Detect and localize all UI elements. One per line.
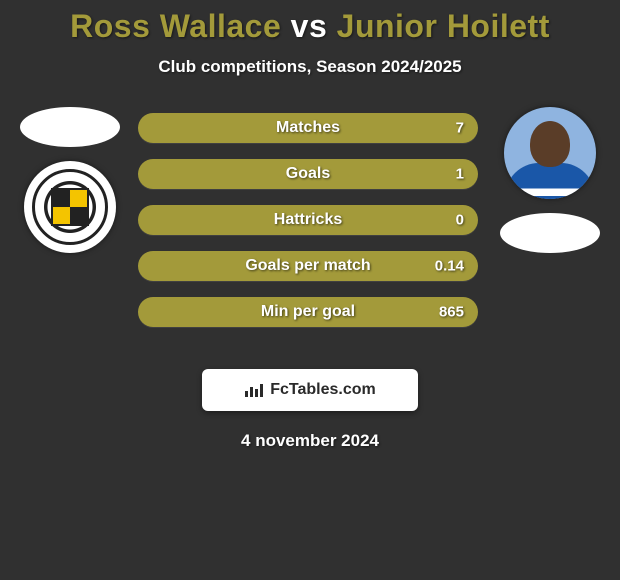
- stat-bar-matches: Matches 7: [138, 113, 478, 143]
- subtitle: Club competitions, Season 2024/2025: [0, 57, 620, 77]
- stat-bar-hattricks: Hattricks 0: [138, 205, 478, 235]
- stat-label: Hattricks: [274, 211, 342, 229]
- left-avatar-column: [10, 107, 130, 253]
- stat-value: 0.14: [435, 258, 464, 275]
- stat-bar-goals: Goals 1: [138, 159, 478, 189]
- barchart-icon: [244, 382, 264, 398]
- right-player-photo: [504, 107, 596, 199]
- comparison-title: Ross Wallace vs Junior Hoilett: [0, 0, 620, 45]
- date-text: 4 november 2024: [0, 431, 620, 451]
- vs-text: vs: [291, 8, 328, 44]
- photo-head-icon: [530, 121, 570, 167]
- stmirren-badge-icon: [32, 169, 108, 245]
- stat-bar-gpm: Goals per match 0.14: [138, 251, 478, 281]
- right-blank-oval: [500, 213, 600, 253]
- content-area: Matches 7 Goals 1 Hattricks 0 Goals per …: [0, 107, 620, 347]
- stat-label: Min per goal: [261, 303, 355, 321]
- stat-bar-mpg: Min per goal 865: [138, 297, 478, 327]
- stat-value: 7: [456, 120, 464, 137]
- brand-text: FcTables.com: [270, 381, 376, 399]
- player2-name: Junior Hoilett: [337, 8, 550, 44]
- right-avatar-column: [490, 107, 610, 253]
- stat-label: Goals per match: [245, 257, 370, 275]
- stat-value: 1: [456, 166, 464, 183]
- player1-name: Ross Wallace: [70, 8, 281, 44]
- stats-bars: Matches 7 Goals 1 Hattricks 0 Goals per …: [138, 113, 478, 327]
- stat-value: 865: [439, 304, 464, 321]
- stat-value: 0: [456, 212, 464, 229]
- left-blank-oval: [20, 107, 120, 147]
- brand-logo: FcTables.com: [244, 381, 376, 399]
- stat-label: Goals: [286, 165, 330, 183]
- brand-box: FcTables.com: [202, 369, 418, 411]
- left-club-badge: [24, 161, 116, 253]
- stat-label: Matches: [276, 119, 340, 137]
- photo-body-icon: [505, 163, 595, 199]
